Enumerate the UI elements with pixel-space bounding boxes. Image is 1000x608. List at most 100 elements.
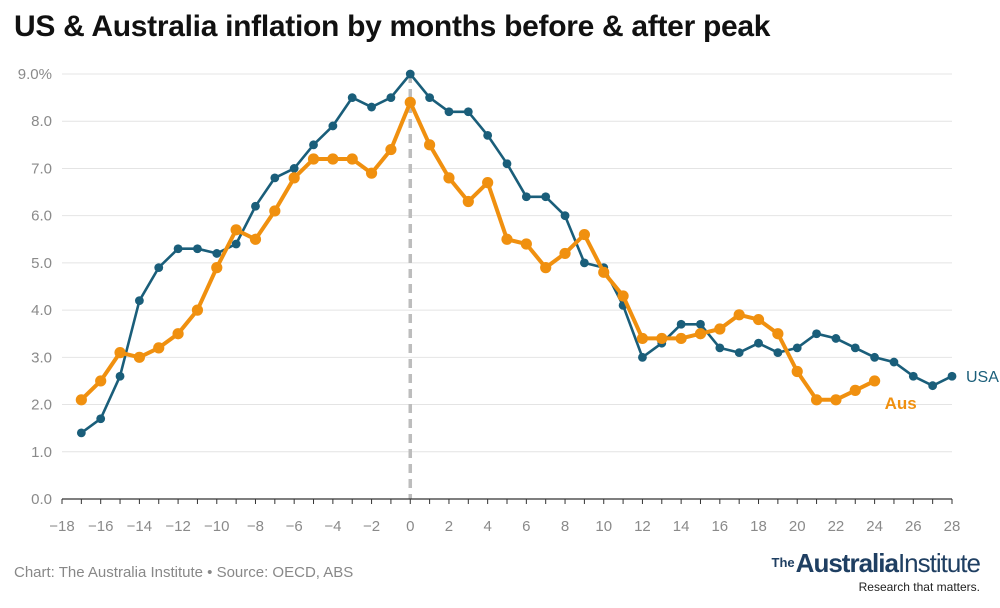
data-point-usa [483,130,493,140]
data-point-usa [386,93,396,103]
data-point-aus [95,375,107,387]
data-point-usa [193,244,202,254]
x-tick-label: 20 [789,518,806,535]
y-tick-label: 6.0 [31,208,52,225]
data-point-aus [230,224,242,236]
y-tick-label: 3.0 [31,349,52,366]
data-point-usa [831,334,841,343]
brand-logo: TheAustraliaInstitute Research that matt… [771,548,981,594]
brand-tagline: Research that matters. [858,580,980,594]
x-tick-label: −6 [286,518,303,535]
data-point-aus [869,375,881,387]
data-point-usa [289,164,299,173]
data-point-usa [251,201,260,211]
data-point-usa [521,192,531,202]
x-tick-label: −14 [127,518,152,535]
x-tick-label: 10 [595,518,612,535]
data-point-usa [367,102,376,112]
x-tick-label: −16 [88,518,113,535]
data-point-aus [733,309,745,321]
data-point-usa [773,348,783,358]
data-point-aus [598,266,610,278]
brand-name: TheAustraliaInstitute [771,548,981,578]
data-point-usa [870,352,880,362]
data-point-usa [444,107,454,117]
chart-title: US & Australia inflation by months befor… [14,10,771,43]
data-point-usa [309,140,318,150]
data-point-usa [947,371,957,381]
data-point-aus [172,328,184,340]
data-point-usa [812,329,821,339]
data-point-usa [405,69,415,79]
data-point-aus [520,238,532,250]
x-tick-label: 26 [905,518,922,535]
data-point-aus [636,332,649,345]
data-point-usa [715,343,725,353]
series-label-aus: Aus [885,394,917,413]
x-tick-label: 12 [634,518,651,535]
data-point-aus [133,351,145,363]
x-tick-label: 18 [750,518,767,535]
data-point-usa [792,343,802,353]
data-point-usa [154,263,164,273]
data-point-usa [638,352,647,362]
x-tick-label: 22 [828,518,845,535]
data-point-usa [270,173,280,183]
data-point-usa [173,244,183,254]
data-point-usa [96,414,106,424]
data-point-usa [463,107,473,117]
data-point-aus [694,328,707,340]
data-point-aus [462,195,474,208]
data-point-usa [212,249,222,258]
y-tick-label: 8.0 [31,113,52,130]
source-note: Chart: The Australia Institute • Source:… [14,564,354,581]
x-tick-label: −10 [204,518,229,535]
x-tick-label: 8 [561,518,569,535]
data-point-aus [385,143,397,156]
x-tick-label: 28 [944,518,961,535]
data-point-aus [849,384,861,396]
y-tick-label: 9.0% [18,66,52,83]
data-point-usa [560,211,570,221]
data-point-aus [772,328,784,340]
data-point-usa [754,338,763,348]
data-point-aus [153,342,165,354]
data-point-aus [830,394,842,406]
data-point-aus [75,394,87,406]
y-tick-label: 7.0 [31,160,52,177]
x-tick-label: −18 [49,518,74,535]
data-point-aus [559,247,571,260]
x-tick-label: 2 [445,518,453,535]
x-tick-label: −12 [165,518,190,535]
data-point-aus [578,228,590,241]
series-line-usa [80,72,954,435]
data-point-usa [889,357,899,367]
data-point-usa [928,381,938,391]
x-tick-label: 16 [711,518,728,535]
data-point-usa [502,159,512,169]
data-point-usa [347,93,357,103]
series-label-usa: USA [966,369,999,386]
data-point-aus [443,172,455,184]
data-point-aus [288,172,300,184]
data-point-aus [714,323,726,335]
data-point-usa [328,121,338,131]
data-point-aus [752,313,765,326]
data-point-aus [404,96,416,108]
data-point-usa [579,258,589,268]
data-point-aus [365,167,378,179]
data-point-aus [424,139,436,151]
data-point-usa [425,93,435,103]
data-point-aus [114,347,126,359]
x-tick-label: 24 [866,518,883,535]
data-point-usa [734,348,744,358]
data-point-aus [346,153,358,165]
data-point-aus [191,304,204,316]
y-tick-label: 0.0 [31,491,52,508]
y-tick-label: 1.0 [31,444,52,461]
x-tick-label: −4 [324,518,341,535]
data-point-usa [134,296,144,306]
data-point-aus [327,153,339,165]
y-tick-label: 2.0 [31,397,52,414]
